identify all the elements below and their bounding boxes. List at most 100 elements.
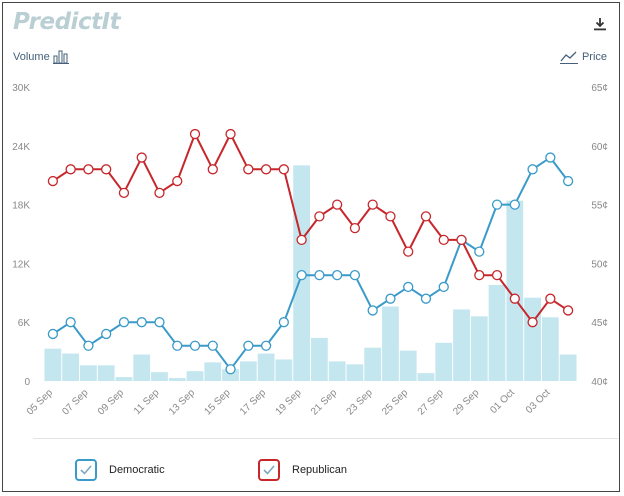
republican-price-point: [83, 164, 94, 175]
price-label: Price: [581, 51, 607, 63]
left-axis-tick-label: 0: [24, 377, 30, 388]
democratic-price-point: [438, 281, 449, 293]
price-toggle[interactable]: Price: [559, 50, 607, 64]
republican-price-point: [349, 222, 361, 234]
volume-bar: [222, 369, 239, 381]
volume-bar: [346, 364, 364, 381]
republican-price-point: [420, 211, 432, 222]
republican-price-point: [136, 152, 147, 163]
volume-bar: [133, 354, 151, 381]
republican-price-point: [278, 164, 290, 175]
x-axis-tick-label: 23 Sep: [345, 387, 375, 417]
legend-item-republican[interactable]: Republican: [258, 459, 347, 481]
volume-bar: [204, 362, 222, 381]
republican-price-point: [47, 175, 59, 187]
republican-checkbox[interactable]: [258, 459, 280, 481]
volume-bar: [275, 359, 293, 381]
volume-bar: [488, 284, 506, 381]
republican-price-point: [385, 211, 396, 222]
x-axis-tick-label: 11 Sep: [132, 387, 162, 417]
x-axis-tick-label: 29 Sep: [451, 387, 481, 417]
legend-label-republican: Republican: [292, 464, 348, 476]
legend-label-democratic: Democratic: [109, 464, 165, 476]
x-axis-tick-label: 19 Sep: [274, 387, 304, 417]
check-icon: [263, 465, 275, 475]
volume-bar: [328, 361, 346, 381]
x-axis-tick-label: 03 Oct: [524, 387, 553, 416]
volume-bar: [470, 316, 488, 381]
x-axis-tick-label: 27 Sep: [416, 387, 446, 417]
volume-bar: [541, 317, 559, 381]
republican-price-point: [474, 270, 485, 281]
democratic-price-point: [491, 199, 503, 210]
republican-price-point: [154, 187, 165, 198]
republican-price-point: [456, 234, 467, 246]
democratic-price-point: [509, 199, 520, 210]
volume-label: Volume: [13, 51, 50, 63]
download-icon[interactable]: [593, 17, 607, 31]
republican-price-point: [243, 164, 254, 175]
volume-bar: [524, 297, 541, 381]
x-axis-tick-label: 07 Sep: [60, 387, 90, 417]
democratic-price-point: [83, 340, 94, 351]
democratic-price-point: [47, 328, 59, 340]
republican-price-point: [225, 128, 236, 140]
volume-bar: [435, 342, 453, 381]
democratic-price-point: [260, 340, 272, 351]
volume-bar: [80, 365, 97, 381]
democratic-price-point: [349, 270, 361, 281]
volume-bar: [559, 354, 577, 381]
volume-bar: [62, 353, 80, 381]
republican-price-point: [189, 128, 201, 140]
volume-bar: [97, 365, 115, 381]
republican-price-point: [403, 246, 414, 257]
left-axis-tick-label: 30K: [12, 83, 30, 94]
legend-item-democratic[interactable]: Democratic: [75, 459, 165, 481]
volume-bar: [399, 350, 417, 381]
republican-price-point: [314, 211, 325, 222]
x-axis-tick-label: 17 Sep: [238, 387, 268, 417]
volume-bar: [311, 337, 328, 381]
democratic-price-point: [545, 152, 556, 163]
volume-bar: [115, 377, 133, 381]
predictit-logo: PredictIt: [13, 9, 121, 35]
left-axis-tick-label: 18K: [12, 201, 30, 212]
democratic-price-point: [403, 281, 414, 293]
line-chart-icon: [559, 51, 578, 64]
republican-price-point: [260, 164, 272, 175]
volume-bar: [151, 372, 168, 381]
left-axis-tick-label: 12K: [12, 259, 30, 270]
republican-price-point: [438, 234, 449, 246]
left-axis-tick-label: 24K: [12, 142, 30, 153]
republican-price-point: [296, 234, 307, 246]
republican-price-point: [207, 164, 218, 175]
democratic-price-point: [136, 317, 147, 328]
volume-bar: [257, 353, 275, 381]
republican-price-point: [509, 293, 520, 304]
right-axis-tick-label: 50¢: [591, 259, 608, 270]
democratic-price-point: [278, 317, 290, 328]
republican-price-point: [118, 187, 130, 198]
democratic-price-point: [207, 340, 218, 351]
republican-price-point: [367, 199, 378, 210]
democratic-price-point: [243, 340, 254, 351]
legend-divider: [33, 438, 618, 439]
volume-bar: [453, 309, 470, 381]
right-axis-tick-label: 45¢: [591, 318, 608, 329]
x-axis-tick-label: 25 Sep: [380, 387, 410, 417]
republican-price-point: [331, 199, 343, 210]
x-axis-tick-label: 01 Oct: [488, 387, 517, 416]
democratic-price-point: [562, 175, 574, 187]
x-axis-tick-label: 13 Sep: [167, 387, 197, 417]
volume-toggle[interactable]: Volume: [13, 50, 69, 64]
democratic-price-point: [527, 164, 538, 175]
democratic-checkbox[interactable]: [75, 459, 97, 481]
right-axis-tick-label: 40¢: [591, 377, 608, 388]
democratic-price-point: [385, 293, 396, 304]
democratic-price-point: [189, 340, 201, 351]
x-axis-tick-label: 09 Sep: [96, 387, 126, 417]
democratic-price-point: [65, 317, 76, 328]
volume-bar: [382, 306, 399, 381]
volume-bar: [186, 371, 204, 381]
